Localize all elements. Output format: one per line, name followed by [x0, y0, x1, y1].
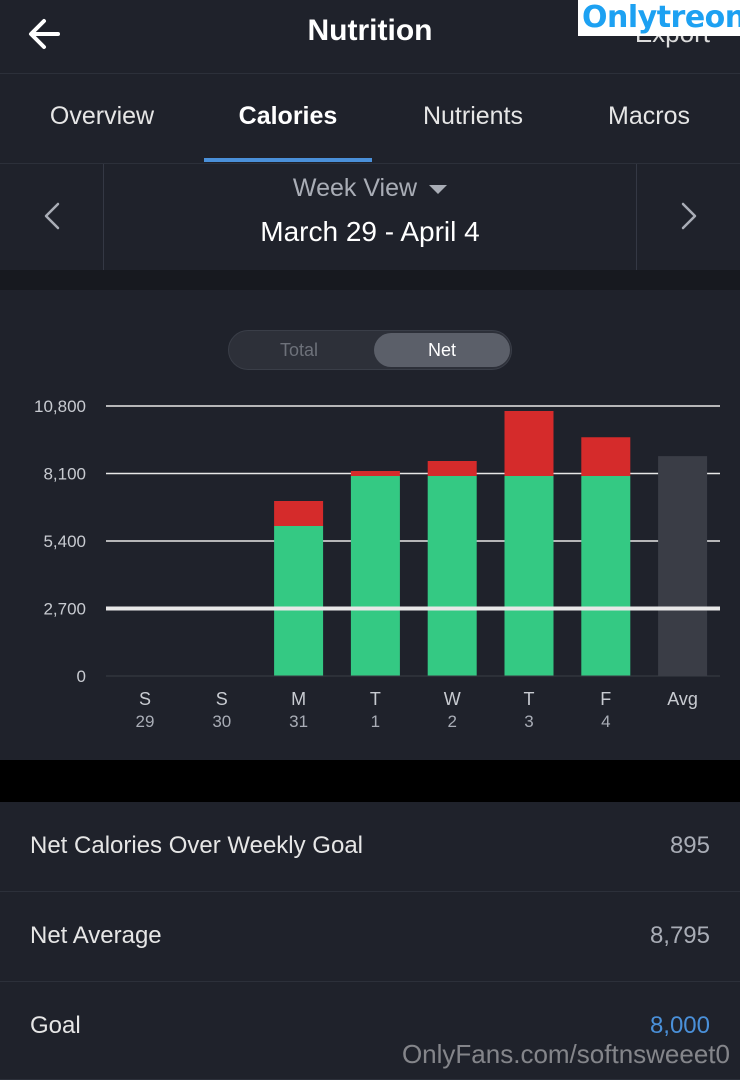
x-date-label: 31	[289, 712, 308, 731]
chart-bar	[274, 501, 324, 526]
y-tick-label: 0	[77, 667, 86, 686]
previous-week-button[interactable]	[0, 164, 104, 270]
stat-label: Goal	[30, 1012, 81, 1039]
x-day-label: W	[444, 689, 461, 709]
active-tab-indicator	[204, 158, 372, 162]
week-navigator: Week View March 29 - April 4	[0, 164, 740, 270]
x-date-label: 4	[601, 712, 610, 731]
x-date-label: 30	[212, 712, 231, 731]
stat-label: Net Calories Over Weekly Goal	[30, 832, 363, 859]
y-tick-label: 8,100	[43, 465, 86, 484]
watermark: OnlyFans.com/softnsweeet0	[401, 1039, 730, 1069]
chart-bar	[581, 476, 631, 676]
x-day-label: S	[216, 689, 228, 709]
calories-bar-chart: 10,800 8,100 5,400 2,700 0 S 29 S 30 M 31 T 1 W 2 T 3 F 4 A…	[34, 397, 720, 731]
x-day-label: Avg	[667, 689, 698, 709]
y-tick-label: 5,400	[43, 532, 86, 551]
chart-bar	[658, 456, 708, 676]
stat-row-net-average[interactable]: Net Average 8,795	[0, 892, 740, 982]
section-divider	[0, 270, 740, 290]
date-range: March 29 - April 4	[260, 216, 480, 247]
chevron-left-icon	[44, 202, 60, 230]
stat-value: 895	[669, 832, 710, 859]
toggle-total[interactable]: Total	[279, 340, 319, 360]
app-header: Nutrition Export Onlytreon	[0, 0, 740, 74]
tab-bar: Overview Calories Nutrients Macros	[0, 74, 740, 164]
total-net-toggle: Total Net	[228, 330, 512, 370]
x-date-label: 2	[447, 712, 456, 731]
tab-calories[interactable]: Calories	[238, 102, 338, 130]
chart-bar	[350, 471, 400, 476]
arrow-left-icon	[29, 19, 60, 49]
toggle-net[interactable]: Net	[374, 333, 510, 367]
tab-nutrients[interactable]: Nutrients	[422, 102, 524, 130]
x-date-label: 29	[136, 712, 155, 731]
chart-bar	[581, 437, 631, 476]
brand-logo: Onlytreon	[578, 0, 740, 36]
stat-value: 8,000	[649, 1012, 710, 1039]
chart-bar	[274, 526, 324, 676]
stat-value: 8,795	[649, 922, 710, 949]
x-day-label: M	[291, 689, 306, 709]
tab-overview[interactable]: Overview	[49, 102, 155, 130]
x-day-label: T	[370, 689, 381, 709]
caret-down-icon	[429, 184, 448, 194]
stat-row-over-goal[interactable]: Net Calories Over Weekly Goal 895	[0, 802, 740, 892]
chart-bar	[504, 476, 554, 676]
chevron-right-icon	[681, 202, 697, 230]
y-tick-label: 2,700	[43, 600, 86, 619]
stat-label: Net Average	[30, 922, 162, 949]
chart-bar	[504, 411, 554, 476]
chart-bar	[427, 476, 477, 676]
next-week-button[interactable]	[636, 164, 740, 270]
page-title: Nutrition	[307, 14, 433, 47]
chart-panel: Total Net 10,800 8,100 5,400 2,700 0 S 29 S 30 M 3…	[0, 290, 740, 760]
week-view-dropdown[interactable]: Week View	[0, 174, 740, 203]
stat-row-goal[interactable]: Goal 8,000	[0, 982, 740, 1080]
x-date-label: 1	[371, 712, 380, 731]
y-tick-label: 10,800	[34, 397, 86, 416]
section-divider	[0, 760, 740, 802]
back-button[interactable]	[24, 14, 68, 54]
tab-macros[interactable]: Macros	[608, 102, 690, 130]
x-date-label: 3	[524, 712, 533, 731]
chart-bar	[350, 476, 400, 676]
x-day-label: F	[600, 689, 611, 709]
chart-bar	[427, 461, 477, 476]
week-view-label: Week View	[292, 174, 418, 202]
x-day-label: T	[524, 689, 535, 709]
x-day-label: S	[139, 689, 151, 709]
